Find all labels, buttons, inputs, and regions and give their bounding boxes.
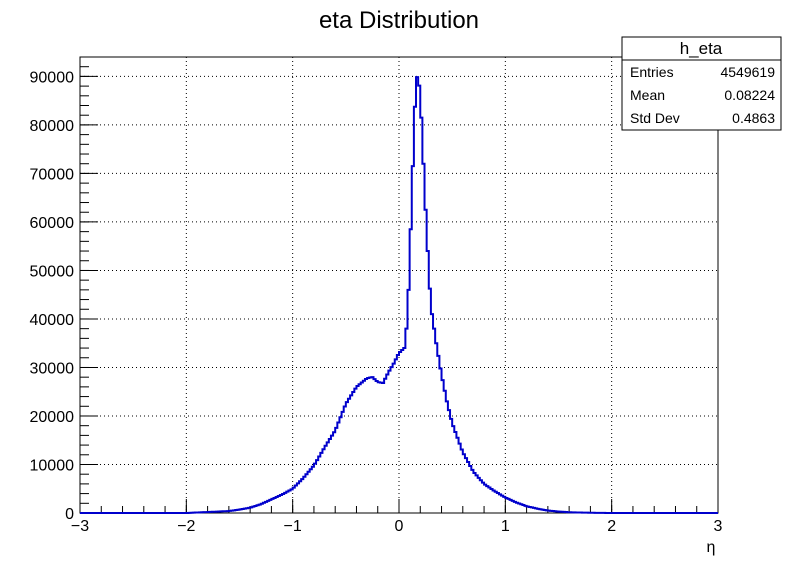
chart-title: eta Distribution — [319, 7, 479, 34]
y-tick-label: 50000 — [30, 263, 75, 280]
x-tick-label: −1 — [284, 518, 302, 535]
x-tick-label: 2 — [607, 518, 616, 535]
y-tick-label: 40000 — [30, 312, 75, 329]
y-tick-label: 30000 — [30, 360, 75, 377]
x-tick-label: 3 — [714, 518, 723, 535]
stats-box-frame — [621, 36, 782, 131]
stats-entries-label: Entries — [630, 64, 674, 80]
y-tick-label: 80000 — [30, 118, 75, 135]
grid — [80, 57, 718, 513]
x-tick-label: −3 — [71, 518, 89, 535]
stats-mean-label: Mean — [630, 87, 665, 103]
y-tick-label: 60000 — [30, 215, 75, 232]
y-tick-label: 10000 — [30, 457, 75, 474]
stats-stddev-value: 0.4863 — [732, 110, 775, 126]
y-tick-label: 20000 — [30, 409, 75, 426]
x-axis-label: η — [707, 539, 716, 556]
x-tick-label: 1 — [501, 518, 510, 535]
y-tick-label: 90000 — [30, 69, 75, 86]
stats-mean-value: 0.08224 — [724, 87, 775, 103]
stats-box-title: h_eta — [680, 39, 723, 58]
axis-ticks — [79, 56, 719, 514]
x-tick-label: −2 — [177, 518, 195, 535]
stats-stddev-label: Std Dev — [630, 110, 680, 126]
y-tick-label: 70000 — [30, 166, 75, 183]
y-tick-label: 0 — [65, 506, 74, 523]
histogram-line — [80, 76, 718, 514]
stats-entries-value: 4549619 — [720, 64, 775, 80]
x-tick-label: 0 — [395, 518, 404, 535]
stats-box: h_eta Entries 4549619 Mean 0.08224 Std D… — [621, 36, 782, 131]
axis-tick-labels: −3 −2 −1 0 1 2 3 0 10000 20000 30000 40000 50000 6000… — [30, 69, 723, 535]
